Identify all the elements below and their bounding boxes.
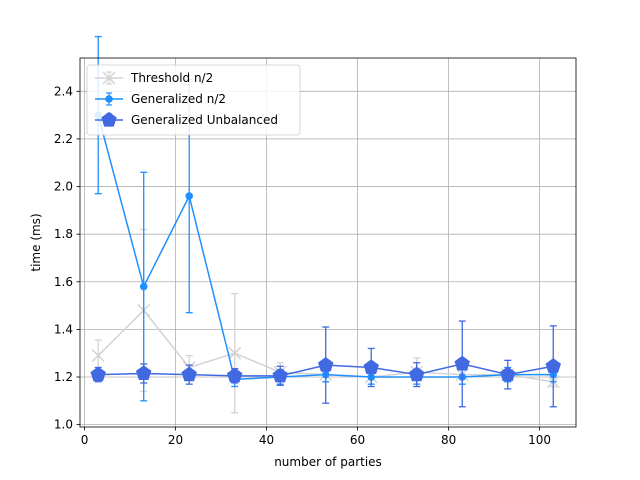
series-0-point — [228, 346, 242, 360]
series-1-point — [185, 192, 194, 200]
x-tick-label: 20 — [168, 433, 183, 447]
legend-marker — [101, 111, 117, 127]
legend-marker — [105, 95, 113, 103]
x-axis-label: number of parties — [274, 455, 382, 469]
legend-label: Generalized Unbalanced — [131, 113, 278, 127]
series-2-point — [545, 358, 561, 373]
series-2-point — [454, 355, 470, 371]
axes-frame — [79, 57, 577, 428]
legend-marker-0 — [102, 71, 116, 85]
plot-area: 0 20 40 60 80 100 1.0 1.2 1.4 1.6 1.8 2.0 2.2 2.4 Thre… — [54, 35, 577, 447]
y-tick-label: 2.2 — [54, 132, 73, 146]
series-0-point-stroke — [228, 346, 242, 360]
y-tick-label: 1.2 — [54, 370, 73, 384]
legend-label: Threshold n/2 — [130, 71, 213, 85]
y-axis-label: time (ms) — [29, 213, 43, 271]
series-0-point-stroke — [91, 349, 105, 363]
series-2-point — [90, 366, 106, 382]
series-2-point — [363, 359, 379, 375]
series-2-point — [409, 366, 425, 382]
series-2-point — [500, 366, 516, 382]
series-0-point — [91, 349, 105, 363]
x-tick-label: 100 — [528, 433, 551, 447]
series-2-point — [226, 367, 243, 383]
y-tick-label: 2.4 — [54, 84, 73, 98]
legend-box — [86, 64, 301, 136]
x-tick-label: 80 — [441, 433, 456, 447]
x-tick-label: 0 — [81, 433, 89, 447]
y-tick-label: 1.6 — [54, 275, 73, 289]
y-tick-label: 2.0 — [54, 180, 73, 194]
x-tick-label: 40 — [259, 433, 274, 447]
y-tick-label: 1.0 — [54, 418, 73, 432]
y-tick-label: 1.4 — [54, 322, 73, 336]
legend-label: Generalized n/2 — [131, 92, 226, 106]
legend: Threshold n/2 Generalized n/2 Generalized … — [86, 64, 301, 136]
y-tick-label: 1.8 — [54, 227, 73, 241]
series-2-point — [135, 365, 152, 380]
series-1-point — [139, 282, 148, 291]
legend-marker-0-stroke — [102, 71, 116, 85]
x-tick-label: 60 — [350, 433, 365, 447]
legend-marker — [102, 71, 116, 85]
series-2-point — [272, 367, 288, 383]
legend-marker-2 — [101, 111, 117, 127]
series-2-point — [181, 366, 197, 382]
legend-marker-1 — [105, 95, 113, 103]
series-2-point — [318, 356, 334, 372]
